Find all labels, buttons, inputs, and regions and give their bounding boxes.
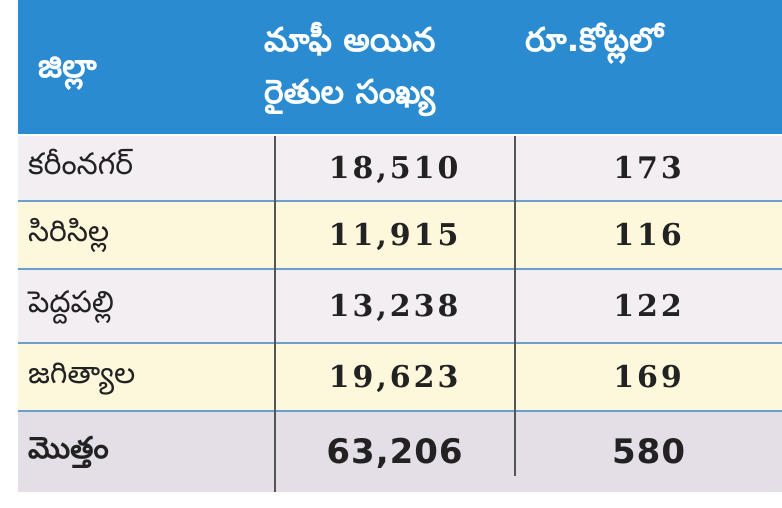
row-divider [18,200,782,202]
total-label: మొత్తం [28,431,109,466]
row-farmers: 19,623 [328,359,462,395]
row-divider [18,410,782,412]
row-farmers: 18,510 [328,150,462,186]
row-district: కరీంనగర్ [28,147,133,182]
row-district: జగిత్యాల [28,356,136,391]
row-divider [18,342,782,344]
column-divider [274,136,276,492]
row-district: సిరిసిల్ల [28,214,110,249]
header-farmers-line2: రైతుల సంఖ్య [264,72,436,111]
row-district: పెద్దపల్లి [28,285,114,320]
header-farmers: మాఫీ అయిన రైతుల సంఖ్య [264,14,435,118]
row-farmers: 11,915 [328,217,462,253]
row-divider [18,268,782,270]
header-district: జిల్లా [38,46,97,85]
table-row: కరీంనగర్ 18,510 173 [18,136,782,200]
table-row: సిరిసిల్ల 11,915 116 [18,202,782,268]
total-row: మొత్తం 63,206 580 [18,412,782,492]
table-row: జగిత్యాల 19,623 169 [18,344,782,410]
row-amount: 116 [613,217,685,253]
row-farmers: 13,238 [328,288,462,324]
row-amount: 169 [613,359,685,395]
row-amount: 173 [613,150,685,186]
total-amount: 580 [612,432,686,472]
total-farmers: 63,206 [326,432,464,472]
header-amount: రూ.కోట్లలో [525,20,664,59]
farm-loan-waiver-table: జిల్లా మాఫీ అయిన రైతుల సంఖ్య రూ.కోట్లలో … [18,0,782,492]
row-amount: 122 [613,288,685,324]
header-farmers-line1: మాఫీ అయిన [264,20,436,59]
table-header: జిల్లా మాఫీ అయిన రైతుల సంఖ్య రూ.కోట్లలో [18,0,782,134]
table-row: పెద్దపల్లి 13,238 122 [18,270,782,342]
column-divider [514,136,516,476]
